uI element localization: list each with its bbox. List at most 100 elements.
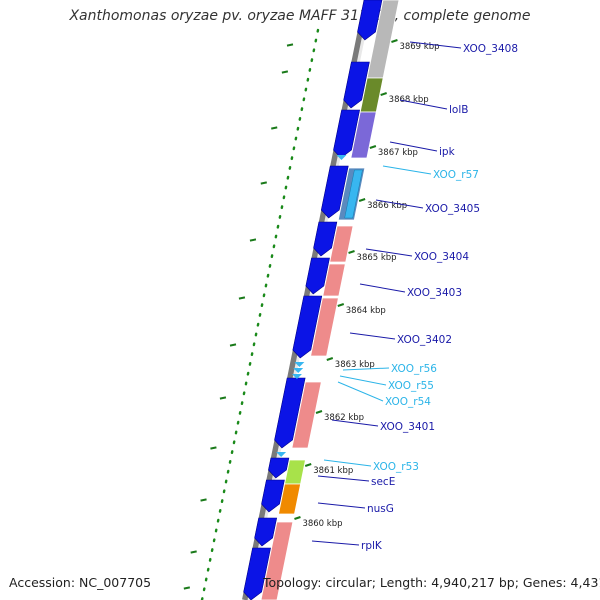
label-leader bbox=[342, 367, 390, 371]
label-leader bbox=[359, 283, 406, 293]
tick-mark bbox=[271, 126, 278, 130]
kbp-scale: 3869 kbp 3868 kbp 3867 kbp 3866 kbp 3865 kbp… bbox=[294, 39, 440, 529]
tick-ring bbox=[183, 43, 294, 590]
gene-label-xoo-3405[interactable]: XOO_3405 bbox=[425, 203, 480, 215]
label-leader bbox=[317, 475, 370, 482]
gene-label-rplk[interactable]: rplK bbox=[361, 540, 383, 552]
tick-mark bbox=[219, 396, 227, 400]
gene-labels: XOO_3408 lolB ipk XOO_r57 XOO_3405 XOO_3404 XO… bbox=[311, 41, 518, 552]
tick-mark bbox=[260, 181, 267, 185]
kbp-label: 3860 kbp bbox=[302, 519, 342, 529]
kbp-label: 3867 kbp bbox=[378, 148, 418, 158]
label-leader bbox=[311, 540, 360, 546]
gene-label-xoo-3408[interactable]: XOO_3408 bbox=[463, 43, 518, 55]
label-leader bbox=[399, 99, 448, 110]
gene-arrow-xoo-3402[interactable] bbox=[292, 295, 323, 359]
gene-label-xoo-3402[interactable]: XOO_3402 bbox=[397, 334, 452, 346]
gene-box-rplk[interactable] bbox=[260, 521, 294, 600]
gene-label-xoo-r55[interactable]: XOO_r55 bbox=[388, 380, 434, 392]
rna-chevron[interactable] bbox=[336, 155, 347, 160]
kbp-tick bbox=[369, 145, 377, 149]
outer-dotted-ring bbox=[200, 28, 320, 600]
gene-box-xoo-3403[interactable] bbox=[322, 263, 346, 297]
kbp-tick bbox=[294, 516, 301, 520]
kbp-label: 3868 kbp bbox=[389, 95, 429, 105]
tick-mark bbox=[183, 586, 191, 590]
gene-arrow-rplk[interactable] bbox=[243, 547, 271, 600]
gene-label-lolb[interactable]: lolB bbox=[449, 104, 468, 116]
tick-mark bbox=[190, 550, 197, 554]
gene-arrow-lolb[interactable] bbox=[343, 61, 370, 109]
gene-box-xoo-3404[interactable] bbox=[329, 225, 354, 263]
gene-arrow-ipk[interactable] bbox=[333, 109, 361, 159]
tick-mark bbox=[286, 43, 294, 47]
label-leader bbox=[382, 165, 432, 175]
gene-label-xoo-r56[interactable]: XOO_r56 bbox=[391, 363, 437, 375]
rna-chevron[interactable] bbox=[293, 368, 304, 373]
tick-mark bbox=[200, 498, 207, 502]
label-leader bbox=[375, 199, 424, 209]
tick-mark bbox=[229, 343, 237, 347]
label-leader bbox=[365, 248, 413, 257]
label-leader bbox=[317, 502, 366, 509]
kbp-label: 3866 kbp bbox=[367, 201, 407, 211]
tick-mark bbox=[210, 446, 217, 450]
rna-chevron[interactable] bbox=[276, 452, 287, 457]
kbp-label: 3864 kbp bbox=[346, 306, 386, 316]
label-leader bbox=[323, 459, 372, 467]
gene-label-xoo-r57[interactable]: XOO_r57 bbox=[433, 169, 479, 181]
rna-chevron[interactable] bbox=[294, 362, 305, 367]
kbp-tick bbox=[337, 303, 345, 307]
gene-label-nusg[interactable]: nusG bbox=[367, 503, 394, 515]
gene-label-xoo-3404[interactable]: XOO_3404 bbox=[414, 251, 469, 263]
kbp-tick bbox=[315, 410, 323, 414]
gene-arrow-nusg[interactable] bbox=[261, 479, 285, 513]
kbp-tick bbox=[380, 92, 387, 96]
label-leader bbox=[337, 381, 384, 402]
kbp-tick bbox=[391, 39, 398, 43]
gene-arrow-sece[interactable] bbox=[268, 457, 290, 479]
kbp-tick bbox=[358, 198, 366, 202]
gene-box-xoo-3401[interactable] bbox=[291, 381, 322, 449]
kbp-tick bbox=[304, 463, 312, 467]
gene-arrow-rplk[interactable] bbox=[254, 517, 278, 547]
topology-label: Topology: circular; Length: 4,940,217 bp… bbox=[263, 575, 600, 590]
gene-label-xoo-r54[interactable]: XOO_r54 bbox=[385, 396, 431, 408]
label-leader bbox=[389, 141, 438, 152]
kbp-label: 3861 kbp bbox=[313, 466, 353, 476]
gene-label-xoo-3401[interactable]: XOO_3401 bbox=[380, 421, 435, 433]
rna-chevron[interactable] bbox=[291, 374, 302, 379]
gene-arrow-xoo-3404[interactable] bbox=[313, 221, 338, 257]
tick-mark bbox=[238, 296, 246, 300]
gene-arrow-xoo-3408[interactable] bbox=[357, 0, 383, 41]
label-leader bbox=[339, 375, 387, 386]
gene-label-sece[interactable]: secE bbox=[371, 476, 395, 488]
gene-box-ipk[interactable] bbox=[350, 111, 377, 159]
map-title: Xanthomonas oryzae pv. oryzae MAFF 31101… bbox=[69, 8, 531, 24]
kbp-tick bbox=[326, 357, 334, 361]
tick-mark bbox=[249, 238, 257, 242]
feature-track bbox=[243, 0, 400, 600]
gene-label-xoo-r53[interactable]: XOO_r53 bbox=[373, 461, 419, 473]
label-leader bbox=[409, 41, 462, 49]
label-leader bbox=[331, 419, 379, 427]
gene-label-ipk[interactable]: ipk bbox=[439, 146, 456, 158]
label-leader bbox=[349, 332, 396, 340]
accession-label: Accession: NC_007705 bbox=[9, 575, 152, 590]
kbp-label: 3869 kbp bbox=[399, 42, 439, 52]
gene-box-nusg[interactable] bbox=[277, 483, 302, 515]
gene-arrow-xoo-3401[interactable] bbox=[274, 377, 306, 449]
gene-label-xoo-3403[interactable]: XOO_3403 bbox=[407, 287, 462, 299]
rna-box-xoo-r57[interactable] bbox=[344, 169, 363, 219]
dotted-ring-inner bbox=[200, 28, 320, 600]
kbp-tick bbox=[348, 250, 355, 254]
kbp-label: 3863 kbp bbox=[335, 360, 375, 370]
gene-arrow-xoo-3403[interactable] bbox=[305, 257, 330, 295]
tick-mark bbox=[281, 70, 289, 74]
gene-box-xoo-3402[interactable] bbox=[310, 297, 339, 357]
kbp-label: 3862 kbp bbox=[324, 413, 364, 423]
kbp-label: 3865 kbp bbox=[357, 253, 397, 263]
gene-arrow-xoo-3405[interactable] bbox=[320, 165, 349, 219]
